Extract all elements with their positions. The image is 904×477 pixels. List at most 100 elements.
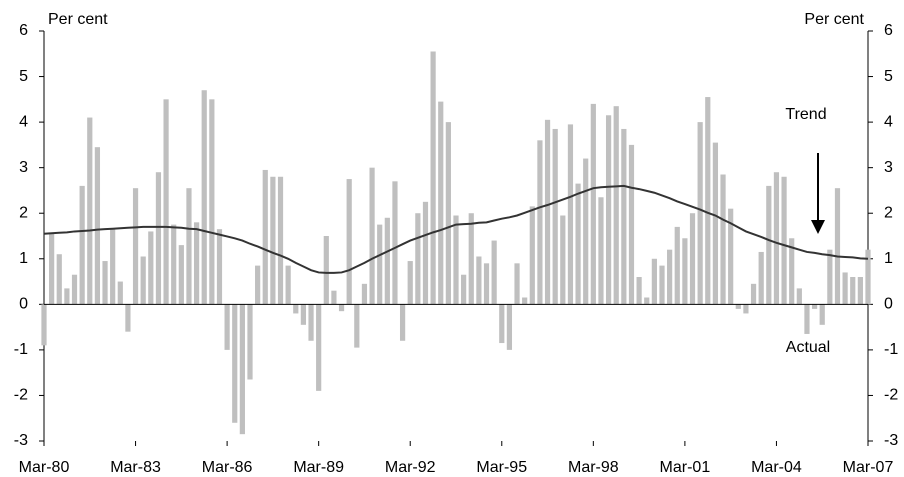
bar: [636, 277, 642, 305]
bar: [750, 283, 757, 305]
bar: [598, 197, 604, 305]
y2-tick-label: 5: [884, 68, 893, 85]
bar: [377, 224, 383, 305]
bar: [193, 222, 200, 305]
bar: [834, 188, 841, 305]
bar: [499, 304, 505, 344]
bar: [804, 304, 810, 334]
bar: [789, 238, 795, 305]
bar: [79, 185, 85, 305]
bar: [575, 183, 581, 305]
y2-tick-label: -1: [884, 341, 898, 358]
bar: [163, 99, 169, 305]
y2-tick-label: 0: [884, 296, 893, 313]
trend-line: [43, 184, 869, 274]
x-tick-label: Mar-01: [660, 459, 711, 476]
bar: [354, 304, 360, 348]
bar: [270, 176, 276, 305]
bar: [506, 304, 513, 350]
x-tick-label: Mar-04: [751, 459, 802, 476]
bar: [621, 128, 627, 305]
bar: [201, 90, 207, 305]
bar: [277, 176, 284, 305]
x-tick-label: Mar-92: [385, 459, 436, 476]
bar: [491, 240, 497, 305]
bar: [148, 231, 154, 305]
bar: [712, 142, 719, 305]
bar: [64, 288, 70, 305]
bar: [209, 99, 215, 305]
bar: [338, 304, 345, 312]
bar: [140, 256, 146, 305]
bar: [857, 277, 863, 305]
bar: [689, 213, 696, 305]
bar: [262, 169, 268, 305]
x-tick-label: Mar-95: [476, 459, 527, 476]
y-tick-label: -3: [14, 432, 28, 449]
bar: [300, 304, 307, 325]
bar: [110, 229, 116, 305]
bar: [796, 288, 802, 305]
bar: [758, 251, 764, 305]
bar: [125, 304, 131, 332]
bar: [102, 261, 108, 305]
bar: [178, 245, 184, 305]
bar: [239, 304, 245, 435]
y2-tick-label: -2: [884, 387, 898, 404]
bar: [186, 188, 192, 305]
y2-tick-label: 6: [884, 22, 893, 39]
bar: [155, 172, 162, 305]
bar: [682, 238, 688, 305]
bar: [285, 265, 291, 305]
y-tick-label: 4: [19, 113, 28, 130]
bar: [552, 128, 558, 305]
bar: [117, 281, 123, 305]
x-tick-label: Mar-89: [293, 459, 344, 476]
bar: [583, 158, 589, 305]
bar: [87, 117, 93, 305]
bar: [613, 106, 619, 305]
bar: [865, 249, 871, 305]
bar: [316, 304, 322, 391]
bar: [293, 304, 299, 314]
bar: [384, 217, 390, 305]
bar: [544, 119, 551, 305]
x-tick-label: Mar-86: [202, 459, 253, 476]
y2-tick-label: 1: [884, 250, 893, 267]
y2-tick-label: -3: [884, 432, 898, 449]
y2-axis-label: Per cent: [804, 11, 864, 28]
bar: [399, 304, 406, 341]
arrow-head: [811, 220, 825, 234]
y-axis-label: Per cent: [48, 11, 108, 28]
bar: [476, 256, 482, 305]
bar: [415, 213, 421, 305]
y-tick-label: 6: [19, 22, 28, 39]
bar: [827, 249, 833, 305]
bar: [369, 167, 375, 305]
bar: [659, 265, 665, 305]
bar: [71, 274, 78, 305]
x-tick-label: Mar-83: [110, 459, 161, 476]
annotation: Trend: [785, 106, 826, 123]
annotation: Actual: [786, 339, 830, 356]
bar: [216, 229, 223, 305]
bar: [667, 249, 673, 305]
bar: [819, 304, 825, 325]
bar: [94, 147, 101, 305]
bar: [514, 263, 520, 305]
bar: [705, 97, 711, 305]
bar: [773, 172, 780, 305]
bar: [461, 274, 467, 305]
x-tick-label: Mar-98: [568, 459, 619, 476]
bar: [720, 174, 726, 305]
bar: [537, 140, 543, 305]
y-tick-label: 5: [19, 68, 28, 85]
y-tick-label: 1: [19, 250, 28, 267]
bar: [743, 304, 749, 314]
bar: [247, 304, 253, 380]
bar: [171, 224, 177, 305]
bar: [346, 179, 352, 305]
bar: [308, 304, 314, 341]
bar: [323, 236, 329, 305]
